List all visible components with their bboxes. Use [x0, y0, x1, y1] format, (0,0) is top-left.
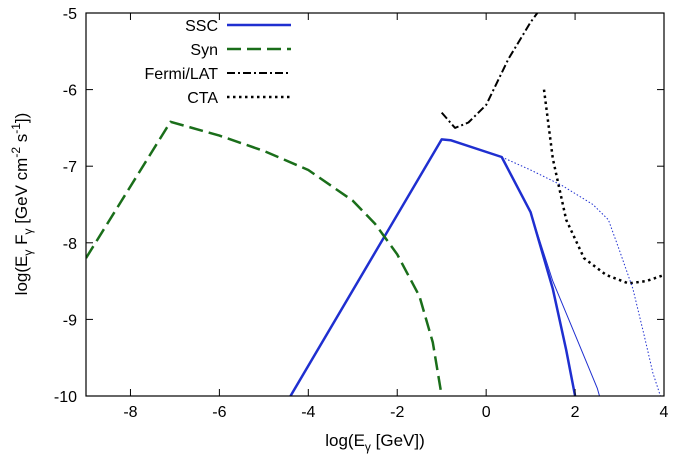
- y-tick-label: -6: [63, 83, 77, 100]
- legend-label-ssc: SSC: [185, 18, 218, 35]
- legend-label-cta: CTA: [187, 90, 218, 107]
- x-tick-label: -2: [390, 404, 404, 421]
- y-axis-title: log(Eγ Fγ [GeV cm-2 s-1]): [9, 113, 35, 296]
- x-tick-label: -6: [212, 404, 226, 421]
- y-tick-label: -5: [63, 6, 77, 23]
- legend: SSC Syn Fermi/LAT CTA: [145, 18, 291, 107]
- series-line-cta: [542, 89, 664, 285]
- legend-label-fermi-lat: Fermi/LAT: [145, 66, 219, 83]
- series-line-ssc-variant-4: [501, 156, 661, 396]
- x-tick-label: 2: [571, 404, 580, 421]
- x-tick-label: -8: [123, 404, 137, 421]
- y-tick-label: -7: [63, 159, 77, 176]
- y-tick-label: -9: [63, 312, 77, 329]
- series-line-fermi-lat: [440, 13, 539, 129]
- x-tick-label: 0: [482, 404, 491, 421]
- legend-label-syn: Syn: [190, 42, 218, 59]
- y-tick-label: -10: [54, 389, 77, 406]
- x-tick-label: -4: [301, 404, 315, 421]
- plot-frame: [85, 12, 665, 397]
- series-line-ssc-variant-5: [501, 156, 600, 396]
- series-line-ssc: [289, 138, 577, 396]
- series-line-syn: [86, 120, 443, 396]
- x-tick-label: 4: [660, 404, 669, 421]
- x-axis-title: log(Eγ [GeV]): [325, 431, 425, 454]
- y-tick-label: -8: [63, 236, 77, 253]
